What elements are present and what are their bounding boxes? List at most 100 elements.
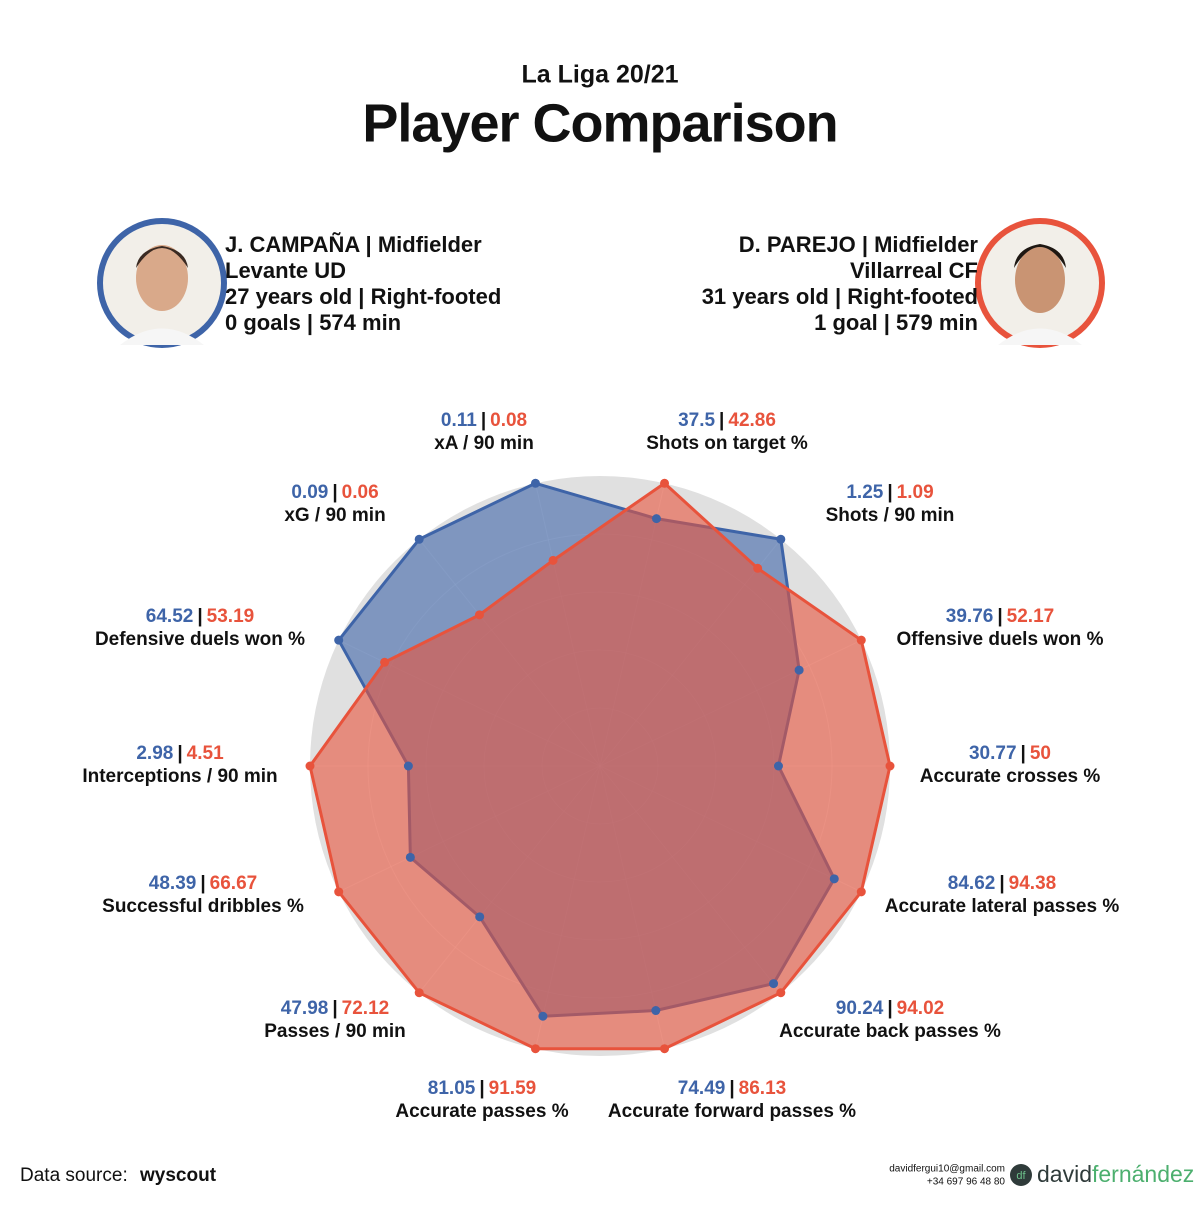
axis-label: Accurate lateral passes %	[885, 896, 1120, 917]
radar-point	[549, 556, 558, 565]
value-pair: 30.77|50	[969, 743, 1051, 764]
value-label: 37.5	[678, 410, 715, 431]
radar-point	[753, 564, 762, 573]
radar-point	[886, 761, 895, 770]
value-label: 81.05	[428, 1078, 476, 1099]
radar-point	[652, 514, 661, 523]
value-pair: 37.5|42.86	[678, 410, 776, 431]
value-label: 0.11	[441, 410, 477, 431]
value-separator: |	[479, 1078, 484, 1099]
value-separator: |	[332, 998, 337, 1019]
value-label: 30.77	[969, 743, 1017, 764]
value-label: 50	[1030, 743, 1051, 764]
radar-point	[380, 658, 389, 667]
value-label: 86.13	[739, 1078, 787, 1099]
value-separator: |	[729, 1078, 734, 1099]
value-label: 0.06	[342, 482, 379, 503]
player-team: Villarreal CF	[850, 258, 978, 283]
value-separator: |	[481, 410, 486, 431]
axis-label: Offensive duels won %	[897, 629, 1104, 650]
value-pair: 1.25|1.09	[846, 482, 933, 503]
player-photo	[100, 221, 224, 345]
value-pair: 47.98|72.12	[281, 998, 389, 1019]
radar-point	[404, 762, 413, 771]
value-separator: |	[200, 873, 205, 894]
subtitle: La Liga 20/21	[521, 61, 678, 89]
value-label: 64.52	[146, 606, 194, 627]
value-pair: 84.62|94.38	[948, 873, 1056, 894]
axis-label: Passes / 90 min	[264, 1021, 406, 1042]
value-pair: 0.09|0.06	[291, 482, 378, 503]
radar-point	[857, 636, 866, 645]
value-label: 94.02	[897, 998, 945, 1019]
axis-label: Successful dribbles %	[102, 896, 304, 917]
title: Player Comparison	[362, 93, 837, 153]
radar-point	[475, 912, 484, 921]
axis-label: xA / 90 min	[434, 433, 534, 454]
radar-point	[475, 610, 484, 619]
radar-point	[795, 666, 804, 675]
axis-label: Accurate forward passes %	[608, 1101, 856, 1122]
brand-first: david	[1037, 1161, 1092, 1187]
axis-label: Shots / 90 min	[826, 505, 955, 526]
value-label: 90.24	[836, 998, 884, 1019]
axis-label: Accurate back passes %	[779, 1021, 1001, 1042]
value-pair: 64.52|53.19	[146, 606, 254, 627]
radar-point	[334, 887, 343, 896]
axis-label: Shots on target %	[646, 433, 808, 454]
value-label: 48.39	[149, 873, 197, 894]
radar-point	[660, 479, 669, 488]
value-label: 42.86	[728, 410, 776, 431]
radar-point	[531, 479, 540, 488]
email: davidfergui10@gmail.com	[889, 1164, 1005, 1175]
radar-point	[531, 1044, 540, 1053]
value-pair: 90.24|94.02	[836, 998, 944, 1019]
value-separator: |	[719, 410, 724, 431]
player-age: 31 years old | Right-footed	[702, 284, 978, 309]
radar-point	[334, 636, 343, 645]
radar-point	[774, 761, 783, 770]
radar-point	[769, 979, 778, 988]
value-pair: 74.49|86.13	[678, 1078, 786, 1099]
source: wyscout	[139, 1165, 217, 1186]
value-separator: |	[887, 482, 892, 503]
value-separator: |	[1021, 743, 1026, 764]
value-separator: |	[332, 482, 337, 503]
radar-point	[857, 887, 866, 896]
radar-point	[776, 988, 785, 997]
player-team: Levante UD	[225, 258, 346, 283]
brand: davidfernández	[1037, 1161, 1194, 1187]
player-stats: 1 goal | 579 min	[814, 310, 978, 335]
value-separator: |	[177, 743, 182, 764]
value-label: 72.12	[342, 998, 390, 1019]
player-name: D. PAREJO | Midfielder	[739, 232, 979, 257]
radar-point	[406, 853, 415, 862]
value-label: 53.19	[207, 606, 255, 627]
value-separator: |	[887, 998, 892, 1019]
value-label: 94.38	[1009, 873, 1057, 894]
brand-second: fernández	[1092, 1161, 1194, 1187]
value-pair: 39.76|52.17	[946, 606, 1054, 627]
value-label: 2.98	[136, 743, 173, 764]
axis-label: Accurate crosses %	[920, 766, 1101, 787]
value-label: 39.76	[946, 606, 994, 627]
value-label: 91.59	[489, 1078, 537, 1099]
radar-point	[415, 988, 424, 997]
axis-label: xG / 90 min	[284, 505, 385, 526]
player-photo	[978, 221, 1102, 345]
axis-label: Accurate passes %	[395, 1101, 568, 1122]
axis-label: Interceptions / 90 min	[82, 766, 277, 787]
value-pair: 2.98|4.51	[136, 743, 224, 764]
player-age: 27 years old | Right-footed	[225, 284, 501, 309]
radar-point	[776, 535, 785, 544]
axis-label: Defensive duels won %	[95, 629, 305, 650]
radar-point	[830, 874, 839, 883]
value-label: 0.09	[291, 482, 328, 503]
player-name: J. CAMPAÑA | Midfielder	[225, 232, 482, 257]
radar-point	[415, 535, 424, 544]
radar-point	[306, 762, 315, 771]
value-label: 84.62	[948, 873, 996, 894]
source-label: Data source:	[20, 1165, 128, 1186]
